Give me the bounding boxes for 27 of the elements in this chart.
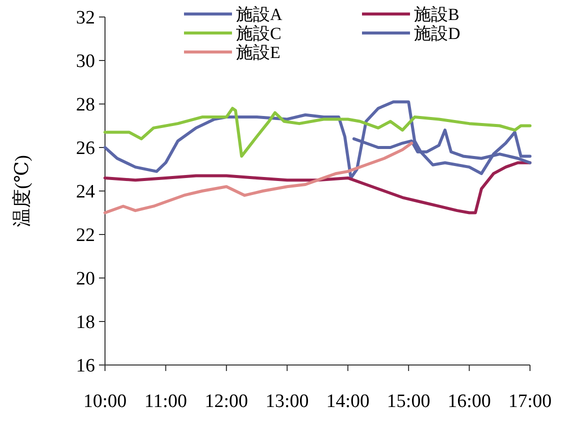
legend-label: 施設D	[414, 24, 460, 43]
x-tick-label: 12:00	[204, 391, 248, 412]
y-tick-label: 16	[76, 356, 95, 377]
line-series	[104, 100, 532, 180]
x-tick-label: 13:00	[266, 391, 309, 412]
x-tick-label: 10:00	[83, 391, 127, 412]
y-tick-label: 18	[76, 312, 95, 334]
legend-label: 施設A	[236, 4, 283, 24]
x-tick-label: 11:00	[144, 391, 188, 412]
y-tick-label: 20	[76, 268, 95, 290]
y-tick-label: 24	[76, 182, 96, 203]
y-tick-label: 26	[76, 138, 95, 160]
y-axis-title: 温度(℃)	[11, 155, 33, 227]
line-series	[104, 161, 532, 214]
x-tick-label: 16:00	[448, 391, 491, 412]
line-series	[104, 106, 532, 158]
y-tick-label: 22	[76, 225, 95, 246]
x-tick-label: 14:00	[326, 391, 370, 412]
legend-label: 施設B	[414, 4, 460, 24]
x-tick-label: 15:00	[386, 391, 430, 412]
line-series	[104, 142, 414, 214]
legend-label: 施設E	[236, 42, 280, 62]
y-tick-label: 30	[76, 51, 95, 72]
legend-label: 施設C	[236, 24, 282, 43]
y-tick-label: 28	[76, 94, 95, 116]
x-tick-label: 17:00	[508, 391, 552, 412]
y-tick-label: 32	[76, 8, 95, 29]
